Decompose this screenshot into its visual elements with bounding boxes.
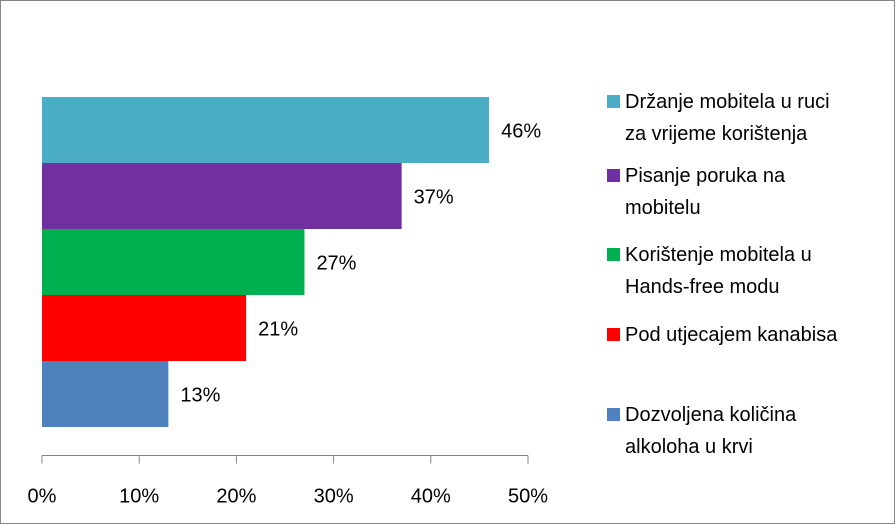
x-tick-label: 10%: [119, 485, 159, 507]
bar: [42, 163, 402, 229]
data-label: 37%: [414, 186, 454, 208]
legend-label: Držanje mobitela u ruci za vrijeme koriš…: [625, 91, 830, 145]
bar: [42, 97, 490, 163]
legend-swatch: [607, 328, 620, 341]
legend-swatch: [607, 95, 620, 108]
x-tick-label: 50%: [508, 485, 548, 507]
bar: [42, 229, 305, 295]
x-tick-label: 30%: [314, 485, 354, 507]
legend-swatch: [607, 248, 620, 261]
bar: [42, 361, 169, 427]
legend-swatch: [607, 408, 620, 421]
legend-label: Pod utjecajem kanabisa: [625, 324, 838, 346]
legend-label: Pisanje poruka na mobitelu: [625, 165, 786, 219]
data-label: 27%: [316, 252, 356, 274]
bar: [42, 295, 247, 361]
legend-label: Korištenje mobitela u Hands-free modu: [625, 244, 812, 298]
x-tick-label: 40%: [411, 485, 451, 507]
legend-label: Dozvoljena količina alkoloha u krvi: [625, 404, 797, 458]
x-tick-label: 20%: [216, 485, 256, 507]
data-label: 21%: [258, 318, 298, 340]
data-label: 13%: [180, 384, 220, 406]
legend-swatch: [607, 169, 620, 182]
x-tick-label: 0%: [28, 485, 57, 507]
data-label: 46%: [501, 120, 541, 142]
